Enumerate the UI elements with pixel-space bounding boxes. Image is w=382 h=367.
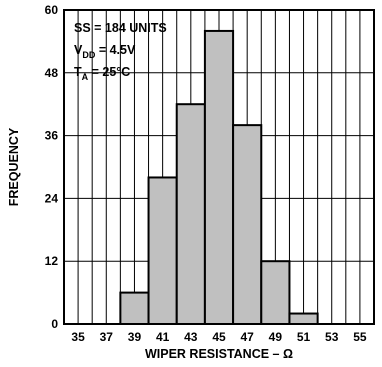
y-tick-label: 60 (45, 3, 59, 17)
y-tick-label: 24 (45, 191, 59, 205)
y-tick-label: 36 (45, 129, 59, 143)
y-axis-label: FREQUENCY (7, 127, 21, 206)
histogram-bar (119, 291, 150, 326)
histogram-bar (203, 29, 235, 326)
y-tick-label: 0 (51, 317, 58, 331)
x-tick-label: 39 (128, 330, 142, 344)
x-tick-label: 43 (184, 330, 198, 344)
x-tick-label: 55 (353, 330, 367, 344)
y-tick-label: 12 (45, 254, 59, 268)
x-axis-label: WIPER RESISTANCE – Ω (145, 347, 293, 361)
supply-voltage-annotation: VDD = 4.5V (74, 43, 136, 60)
x-tick-label: 45 (212, 330, 226, 344)
bars (119, 29, 319, 326)
x-tick-label: 37 (100, 330, 114, 344)
histogram-bar (175, 103, 206, 325)
x-tick-label: 51 (297, 330, 311, 344)
y-tick-labels: 0 12 24 36 48 60 (45, 3, 59, 331)
plot-frame (63, 9, 375, 325)
annotation-box: SS = 184 UNITS VDD = 4.5V TA = 25°C (74, 21, 167, 82)
histogram-bar (288, 312, 319, 325)
histogram-bar (232, 124, 263, 325)
x-tick-label: 49 (269, 330, 283, 344)
histogram-bar (147, 176, 178, 325)
x-tick-label: 41 (156, 330, 170, 344)
x-tick-label: 47 (241, 330, 255, 344)
x-tick-label: 35 (71, 330, 85, 344)
x-tick-label: 53 (325, 330, 339, 344)
temperature-annotation: TA = 25°C (74, 65, 130, 82)
y-tick-label: 48 (45, 66, 59, 80)
x-tick-labels: 35 37 39 41 43 45 47 49 51 53 55 (71, 330, 366, 344)
sample-size-annotation: SS = 184 UNITS (74, 21, 167, 35)
histogram-bar (260, 260, 291, 326)
